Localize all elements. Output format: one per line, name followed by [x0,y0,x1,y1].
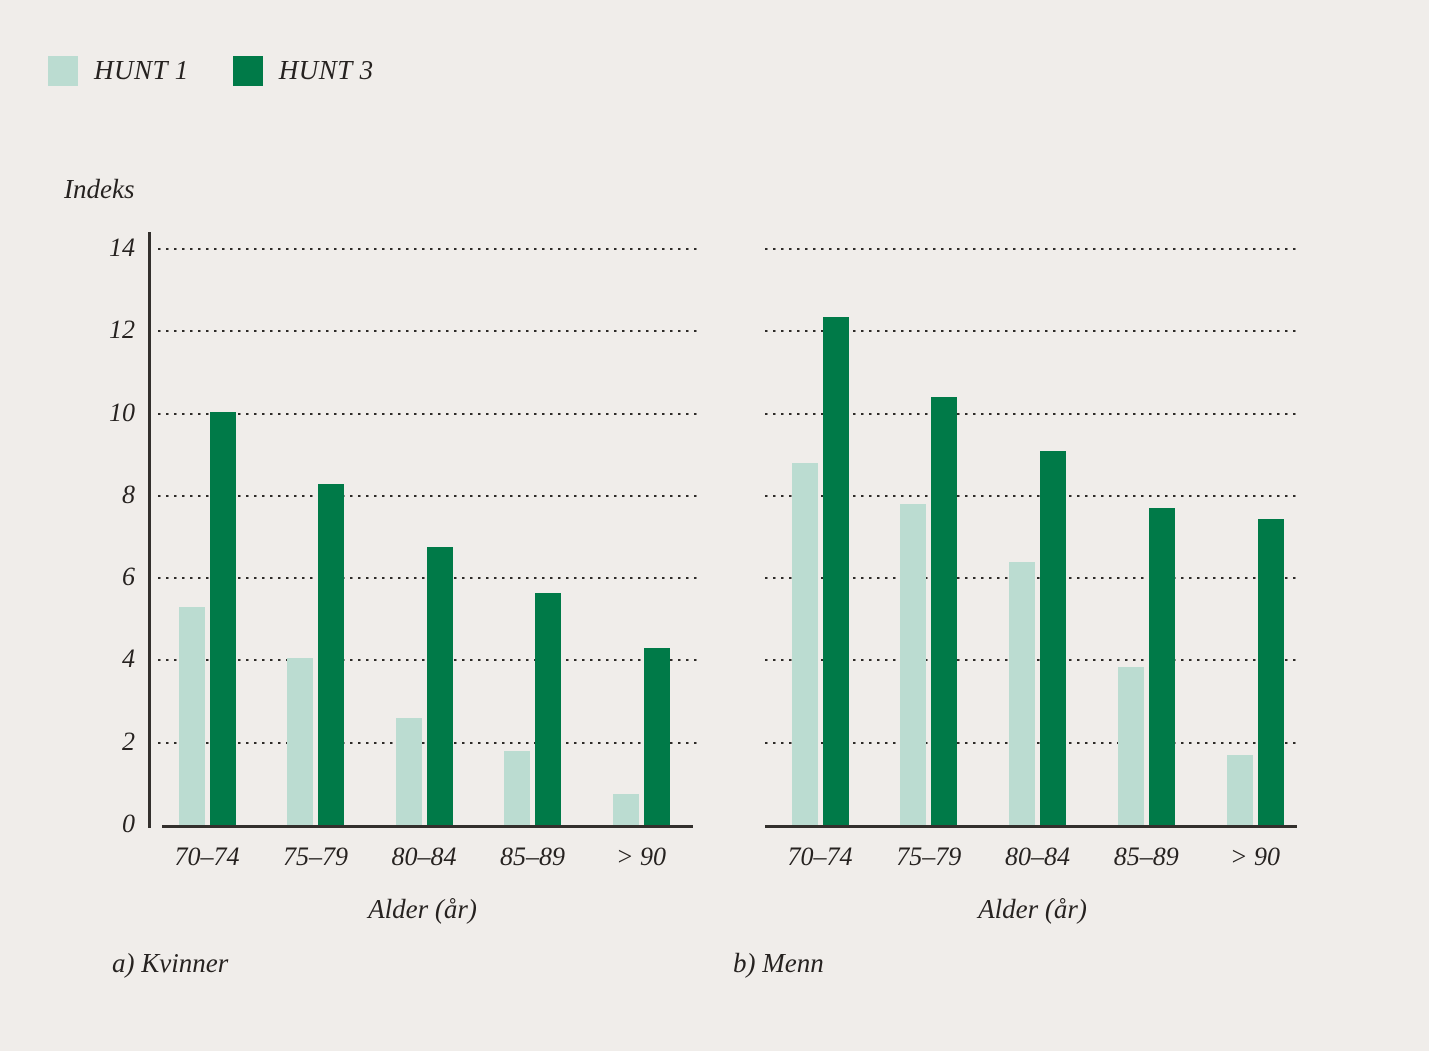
bar-hunt3-5 [643,648,670,825]
legend-label-hunt3: HUNT 3 [278,55,374,85]
gridline-10 [158,412,697,415]
legend-item-hunt3: HUNT 3 [232,55,374,86]
chart-panel-kvinner: Alder (år) 70–74 75–79 80–84 85–89 > 90 [148,232,697,924]
y-tick-label-6: 6 [122,562,135,592]
gridline-14 [158,248,697,251]
y-axis-tick-labels: 0 2 4 6 8 10 12 14 [55,232,135,838]
bar-hunt3-4 [1148,508,1175,825]
bar-hunt3-2 [318,483,344,825]
legend: HUNT 1 HUNT 3 [48,55,374,86]
bar-hunt3-4 [535,592,561,825]
bar-hunt1-2 [287,658,313,825]
bar-hunt3-2 [931,397,958,825]
bar-hunt1-1 [791,462,818,825]
y-tick-label-10: 10 [109,397,135,427]
hunt3-swatch-icon [232,55,263,86]
bar-hunt1-3 [395,718,422,825]
bar-hunt1-5 [1226,755,1253,825]
y-tick-label-12: 12 [109,315,135,345]
y-tick-label-2: 2 [122,726,135,756]
chart-panel-menn: Alder (år) 70–74 75–79 80–84 85–89 > 90 [765,232,1300,924]
bar-hunt1-3 [1009,561,1035,825]
x-axis-line [765,825,1297,828]
panel-caption-kvinner: a) Kvinner [112,948,229,978]
x-axis-line [162,825,693,828]
x-tick-label: > 90 [1229,842,1281,871]
panel-caption-menn: b) Menn [733,948,824,978]
y-axis-title: Indeks [64,174,135,204]
bar-hunt3-3 [1040,450,1066,825]
x-tick-label: 70–74 [787,842,853,871]
y-tick-label-14: 14 [109,233,135,263]
y-tick-label-8: 8 [122,479,135,509]
hunt1-swatch-icon [48,55,78,86]
bar-hunt3-1 [209,411,236,825]
x-tick-label: 80–84 [1005,842,1070,871]
y-tick-label-4: 4 [122,644,135,674]
x-tick-label: 70–74 [174,842,240,871]
x-tick-label: 80–84 [391,842,457,871]
legend-item-hunt1: HUNT 1 [48,55,189,86]
x-tick-label: > 90 [615,842,667,871]
x-tick-label: 75–79 [896,842,962,871]
x-tick-label: 85–89 [1113,842,1179,871]
gridline-8 [158,494,697,497]
bar-hunt1-4 [1117,666,1144,825]
gridline-8 [765,494,1300,497]
bar-hunt3-1 [822,316,849,825]
gridline-12 [158,330,697,333]
x-tick-label: 85–89 [500,842,565,871]
x-tick-label: 75–79 [283,842,348,871]
x-axis-title-kvinner: Alder (år) [368,894,477,924]
legend-label-hunt1: HUNT 1 [94,55,189,85]
gridline-10 [765,412,1300,415]
bar-hunt3-5 [1257,518,1284,825]
bar-hunt1-1 [178,606,205,825]
gridline-14 [765,248,1300,251]
bar-hunt1-4 [504,750,530,825]
y-axis-line [148,232,151,828]
bar-hunt1-2 [900,504,927,825]
x-axis-title-menn: Alder (år) [978,894,1087,924]
gridline-12 [765,330,1300,333]
y-tick-label-0: 0 [122,809,135,838]
bar-hunt1-5 [612,794,639,825]
bar-hunt3-3 [426,547,453,825]
